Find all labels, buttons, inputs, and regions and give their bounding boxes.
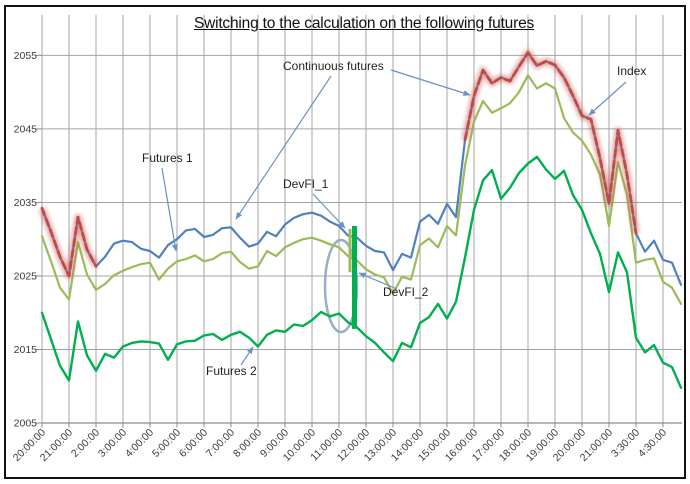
annotation-label-index: Index (617, 64, 647, 78)
x-axis-tick-label: 2:00:00 (69, 427, 102, 460)
annotation-label-futures-2: Futures 2 (206, 364, 257, 378)
annotation-arrows (161, 69, 627, 366)
annotation-label-futures-1: Futures 1 (142, 151, 193, 165)
y-axis-tick-label: 2045 (14, 123, 38, 135)
callout-arrow (235, 75, 332, 220)
x-axis-tick-label: 5:00:00 (150, 427, 183, 460)
x-axis-tick-label: 4:30:00 (636, 427, 669, 460)
y-axis-tick-label: 2015 (14, 344, 38, 356)
annotation-label-devfi-2: DevFI_2 (383, 285, 429, 299)
callout-arrow (390, 69, 471, 96)
x-axis-tick-label: 8:00:00 (231, 427, 264, 460)
x-axis-tick-label: 4:00:00 (123, 427, 156, 460)
y-axis-tick-label: 2005 (14, 418, 38, 430)
callout-arrow (240, 346, 254, 366)
x-axis-tick-label: 3:00:00 (96, 427, 129, 460)
chart-title: Switching to the calculation on the foll… (193, 15, 535, 32)
data-series (38, 49, 683, 389)
x-axis-tick-label: 6:00:00 (177, 427, 210, 460)
y-axis-tick-label: 2035 (14, 197, 38, 209)
callout-arrow (161, 167, 178, 252)
callout-arrow (312, 193, 346, 229)
series-line-continuous-futures (40, 51, 683, 286)
y-axis-tick-label: 2055 (14, 50, 38, 62)
x-axis-tick-label: 3:30:00 (609, 427, 642, 460)
callout-arrow (588, 81, 627, 116)
x-axis-tick-label: 7:00:00 (204, 427, 237, 460)
annotation-label-devfi-1: DevFI_1 (283, 177, 329, 191)
series-line-futures-2 (40, 155, 683, 389)
callout-arrow (358, 272, 398, 290)
series-line-futures-1 (40, 74, 683, 305)
annotation-label-continuous-futures: Continuous futures (283, 59, 384, 73)
series-line-index (40, 51, 638, 278)
y-axis-tick-label: 2025 (14, 270, 38, 282)
